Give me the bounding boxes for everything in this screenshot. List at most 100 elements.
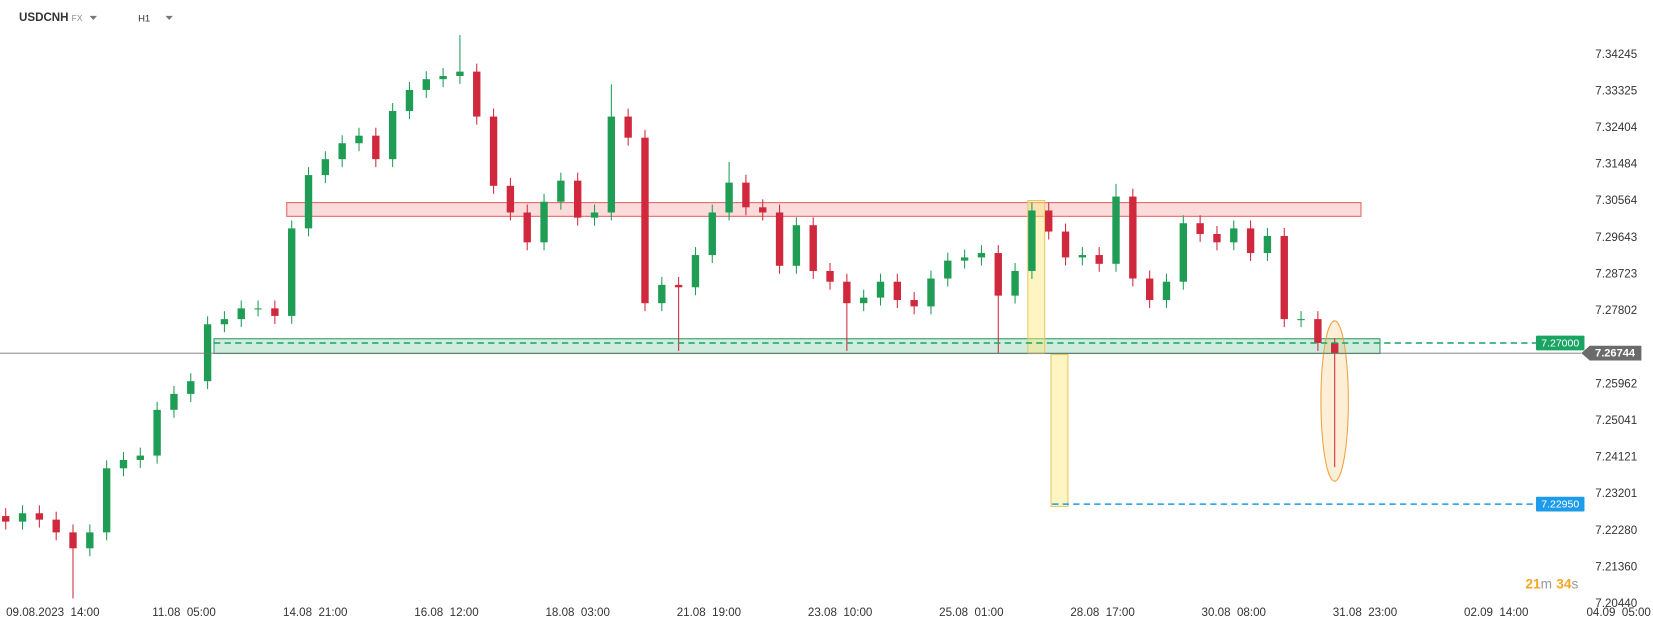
x-tick-label: 30.08 08:00 — [1202, 606, 1266, 619]
candle-body — [2, 516, 10, 522]
x-tick-label: 14.08 21:00 — [283, 606, 347, 619]
candle-body — [1011, 270, 1019, 296]
candle-body — [1230, 228, 1238, 243]
y-tick-label: 7.30564 — [1595, 194, 1637, 207]
candle-body — [153, 409, 161, 456]
level-label: 7.27000 — [1541, 337, 1579, 349]
x-tick-label: 25.08 01:00 — [939, 606, 1003, 619]
candle-body — [607, 116, 616, 213]
candle-body — [624, 116, 632, 138]
y-tick-label: 7.27802 — [1595, 304, 1637, 317]
candle-body — [237, 308, 245, 320]
y-tick-label: 7.28723 — [1595, 267, 1637, 280]
candle-body — [1314, 319, 1322, 343]
y-tick-label: 7.34245 — [1595, 48, 1637, 61]
candle-body — [540, 201, 548, 243]
x-tick-label: 18.08 03:00 — [545, 606, 609, 619]
candles — [2, 35, 1339, 599]
candle-body — [405, 89, 414, 112]
candle-body — [574, 180, 582, 218]
interval[interactable]: H1 — [138, 13, 150, 24]
candle-body — [1331, 342, 1339, 354]
last-price-tag — [1581, 345, 1642, 361]
y-tick-label: 7.32404 — [1595, 121, 1637, 134]
candle-body — [254, 308, 262, 310]
candle-body — [759, 207, 767, 213]
interval-dropdown[interactable] — [165, 15, 173, 21]
candle-body — [338, 143, 346, 160]
candle-body — [1045, 210, 1053, 232]
countdown-seconds: 34 — [1556, 576, 1572, 591]
x-tick-label: 11.08 05:00 — [152, 606, 216, 619]
level-tag — [1535, 496, 1585, 512]
symbol[interactable]: USDCNH — [19, 11, 69, 24]
candle-body — [775, 212, 784, 266]
candle-body — [859, 297, 868, 304]
x-tick-label: 16.08 12:00 — [414, 606, 478, 619]
candle-body — [1162, 281, 1171, 301]
candle-body — [220, 319, 229, 325]
y-tick-label: 7.29643 — [1595, 231, 1637, 244]
market: FX — [72, 13, 83, 23]
candle-body — [927, 278, 935, 307]
y-tick-label: 7.31484 — [1595, 158, 1637, 171]
candle-body — [725, 182, 733, 213]
candle-body — [86, 532, 94, 549]
candle-body — [1061, 231, 1070, 258]
y-tick-label: 7.33325 — [1595, 84, 1637, 97]
candle-body — [288, 228, 296, 316]
candle-body — [893, 281, 902, 301]
candle-body — [843, 281, 851, 304]
candle-body — [422, 79, 430, 90]
candle-body — [1246, 228, 1255, 254]
y-tick-label: 7.25962 — [1595, 377, 1637, 390]
candle-body — [691, 255, 700, 288]
candle-body — [187, 381, 195, 394]
candle-body — [658, 284, 666, 304]
candle-body — [473, 71, 481, 117]
x-tick-label: 02.09 14:00 — [1464, 606, 1528, 619]
candle-body — [136, 455, 144, 460]
candle-body — [1095, 255, 1103, 264]
candle-body — [102, 468, 111, 533]
candle-body — [304, 175, 313, 229]
y-tick-label: 7.20440 — [1595, 597, 1637, 610]
candle-body — [456, 71, 464, 76]
candle-body — [271, 308, 279, 316]
candle-body — [321, 159, 330, 176]
candle-body — [355, 135, 363, 144]
candle-body — [977, 253, 986, 258]
y-tick-label: 7.24121 — [1595, 451, 1637, 464]
candle-body — [489, 116, 498, 186]
candle-body — [708, 212, 716, 256]
symbol-dropdown[interactable] — [89, 15, 97, 21]
y-tick-label: 7.23201 — [1595, 487, 1637, 500]
resistance-zone — [286, 202, 1362, 217]
candle-body — [1129, 196, 1137, 279]
candle-body — [674, 284, 683, 288]
candle-body — [1078, 255, 1087, 258]
level-tag — [1535, 335, 1585, 351]
x-tick-label: 31.08 23:00 — [1333, 606, 1397, 619]
y-tick-label: 7.21360 — [1595, 560, 1637, 573]
level-label: 7.22950 — [1541, 498, 1579, 510]
candle-body — [52, 519, 60, 533]
x-tick-label: 28.08 17:00 — [1070, 606, 1134, 619]
candle-body — [994, 253, 1002, 296]
candle-body — [119, 459, 128, 469]
candle-body — [1297, 319, 1305, 321]
candle-body — [506, 185, 515, 213]
candle-body — [372, 135, 380, 160]
countdown-unit: s — [1572, 576, 1579, 591]
support-zone — [213, 338, 1381, 355]
candle-body — [557, 180, 565, 202]
candle-body — [960, 257, 969, 261]
candle-body — [1112, 196, 1120, 264]
candle-body — [792, 225, 801, 266]
projection-box — [1050, 354, 1069, 508]
candle-body — [523, 212, 531, 243]
candle-body — [170, 393, 178, 410]
